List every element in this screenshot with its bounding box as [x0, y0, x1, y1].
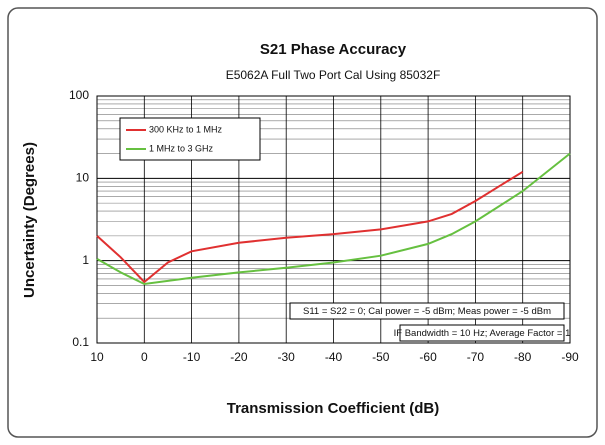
annotation: S11 = S22 = 0; Cal power = -5 dBm; Meas … — [303, 306, 551, 317]
y-tick-label: 0.1 — [72, 335, 89, 349]
annotation: IF Bandwidth = 10 Hz; Average Factor = 1 — [394, 328, 571, 339]
x-tick-label: -10 — [183, 350, 201, 364]
x-tick-label: -80 — [514, 350, 532, 364]
x-tick-label: 0 — [141, 350, 148, 364]
x-tick-label: -20 — [230, 350, 248, 364]
x-tick-label: -30 — [278, 350, 296, 364]
x-tick-label: -60 — [419, 350, 437, 364]
series-line — [96, 152, 571, 286]
x-tick-label: -40 — [325, 350, 343, 364]
chart-title: S21 Phase Accuracy — [260, 41, 407, 58]
y-tick-label: 100 — [69, 88, 89, 102]
chart-subtitle: E5062A Full Two Port Cal Using 85032F — [226, 68, 441, 82]
series-line — [96, 170, 524, 284]
y-axis-label: Uncertainty (Degrees) — [21, 142, 38, 298]
y-tick-label: 1 — [82, 253, 89, 267]
legend — [119, 117, 261, 161]
annotation-box — [289, 302, 565, 320]
x-axis-label: Transmission Coefficient (dB) — [227, 400, 440, 417]
annotation-box — [399, 324, 565, 342]
x-tick-label: -50 — [372, 350, 390, 364]
x-tick-label: 10 — [90, 350, 104, 364]
legend-label: 1 MHz to 3 GHz — [149, 143, 214, 153]
legend-label: 300 KHz to 1 MHz — [149, 124, 223, 134]
x-tick-label: -90 — [561, 350, 579, 364]
x-tick-label: -70 — [467, 350, 485, 364]
y-tick-label: 10 — [76, 171, 90, 185]
